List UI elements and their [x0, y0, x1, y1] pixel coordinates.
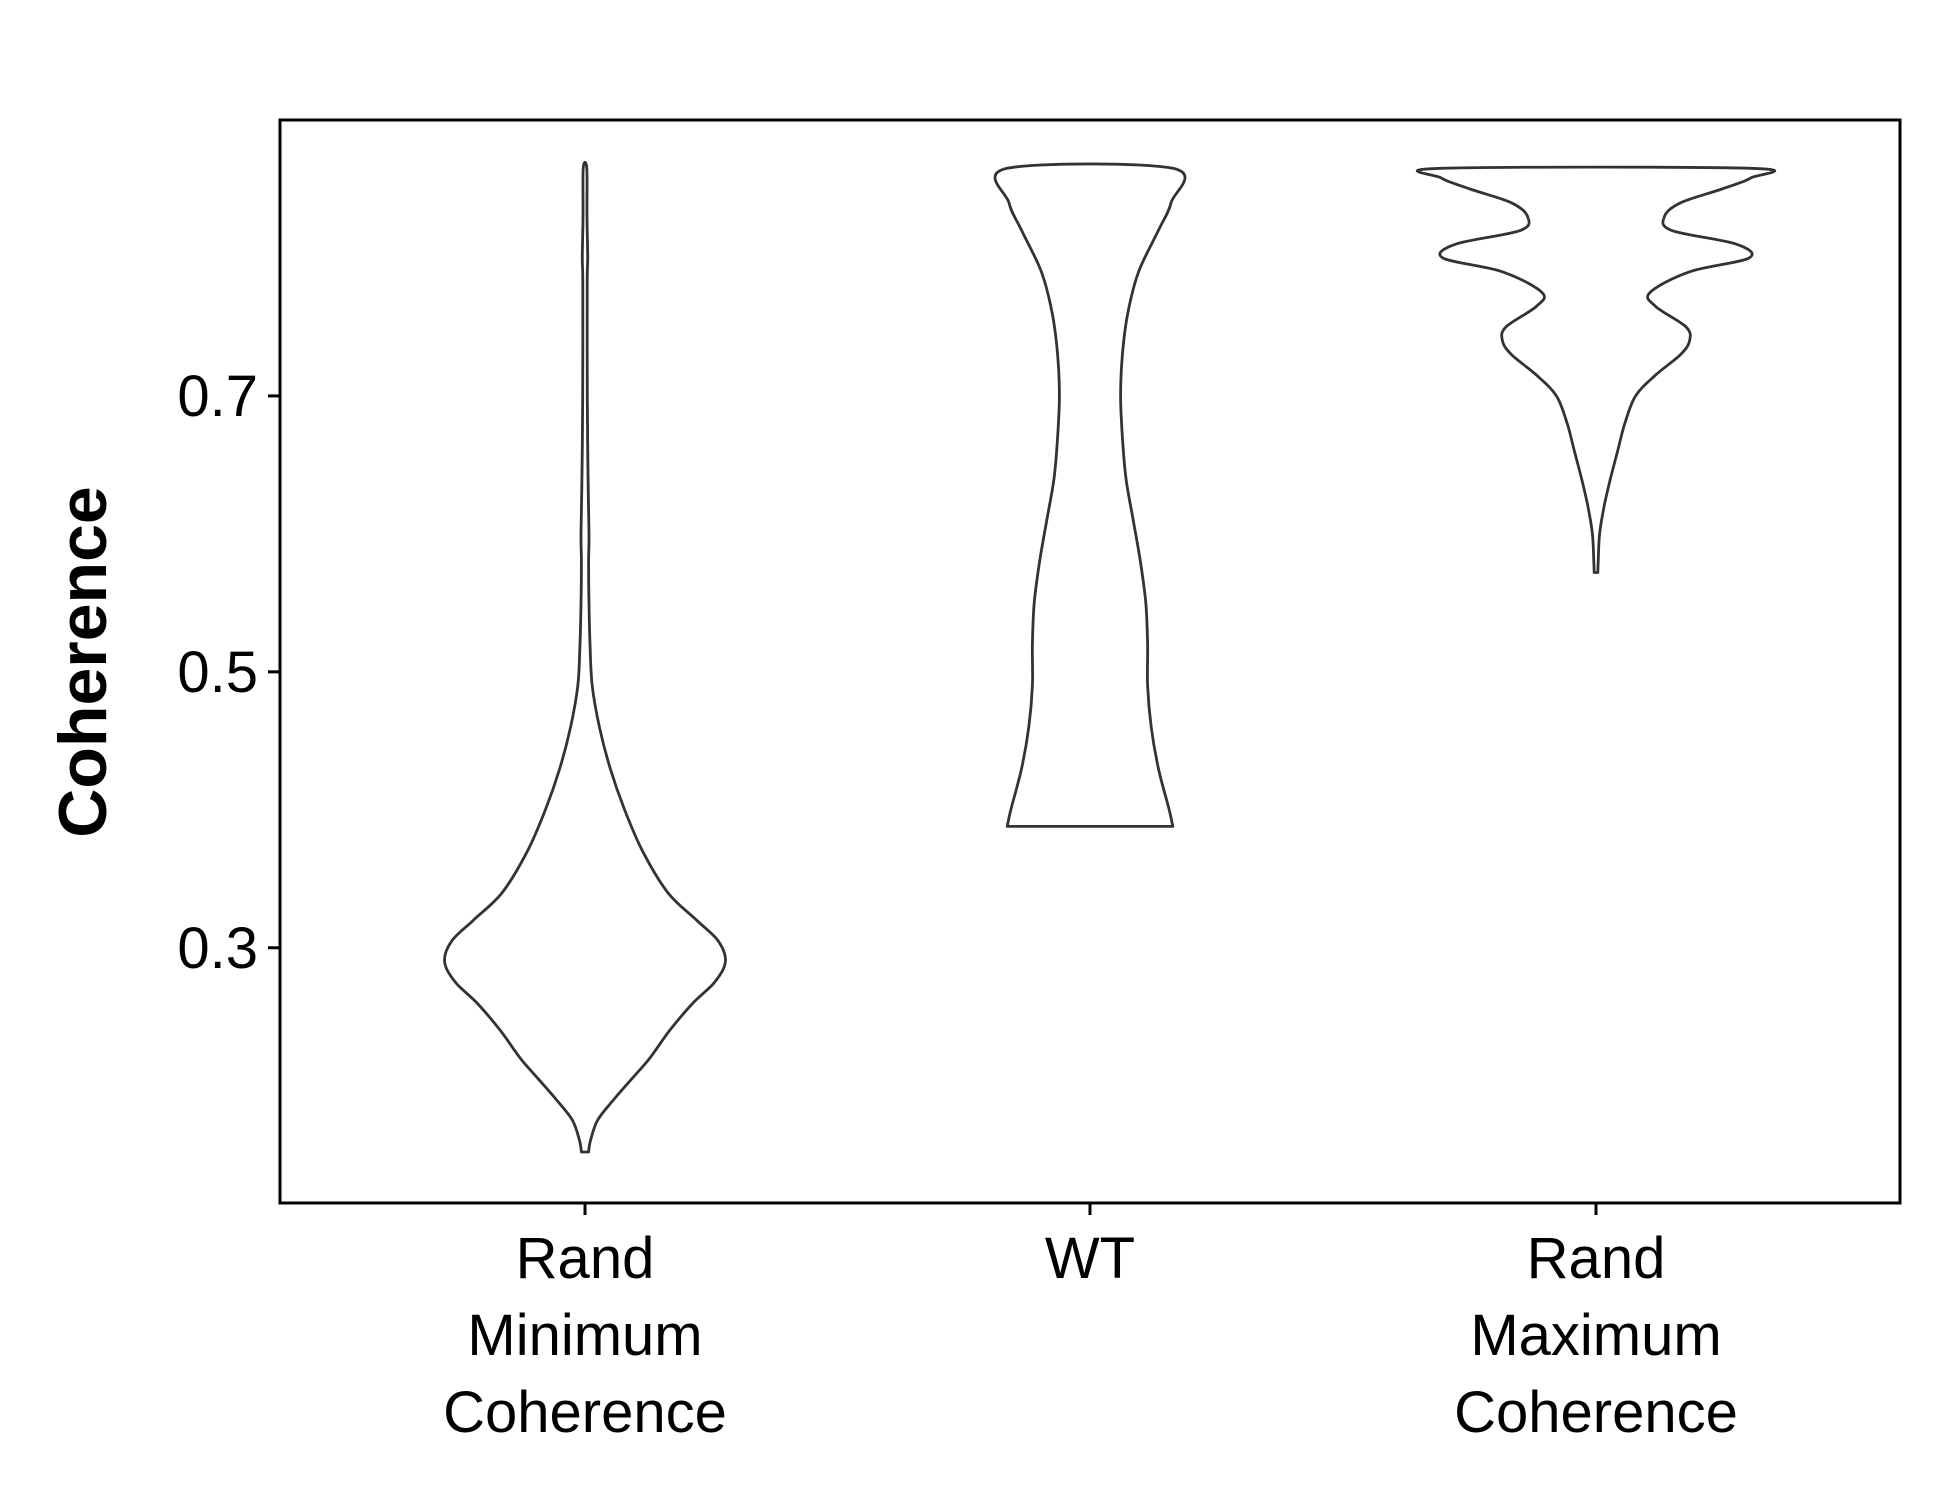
x-tick-label: WT: [1045, 1226, 1135, 1291]
y-tick-label: 0.7: [177, 364, 258, 429]
x-tick-label: Rand Maximum Coherence: [1454, 1226, 1738, 1445]
x-tick-label-line: Maximum: [1470, 1303, 1721, 1368]
y-tick-label: 0.3: [177, 916, 258, 981]
x-tick-label-line: WT: [1045, 1226, 1135, 1291]
y-axis-label: Coherence: [45, 486, 121, 837]
violin-3: [1415, 165, 1777, 574]
x-tick-label-line: Coherence: [443, 1380, 727, 1445]
x-tick-label-line: Coherence: [1454, 1380, 1738, 1445]
x-axis: Rand Minimum Coherence WT Rand Maximum Coheren…: [443, 1203, 1738, 1445]
y-axis: 0.3 0.5 0.7: [177, 364, 280, 981]
x-tick-label-line: Minimum: [467, 1303, 702, 1368]
violin-2: [993, 162, 1187, 828]
y-tick-label: 0.5: [177, 640, 258, 705]
x-tick-label-line: Rand: [1527, 1226, 1666, 1291]
x-tick-label: Rand Minimum Coherence: [443, 1226, 727, 1445]
x-tick-label-line: Rand: [516, 1226, 655, 1291]
violin-1: [443, 160, 727, 1154]
violin-layer: [443, 160, 1777, 1154]
plot-frame: [278, 118, 1902, 1205]
